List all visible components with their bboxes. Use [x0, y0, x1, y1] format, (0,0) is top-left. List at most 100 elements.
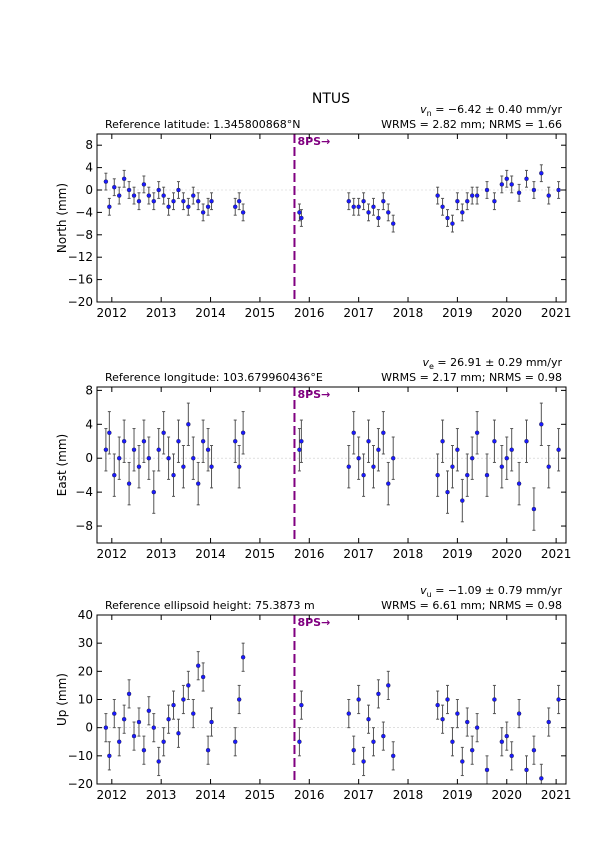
y-axis-label: North (mm) — [55, 183, 69, 253]
data-point — [126, 691, 132, 697]
data-point — [361, 472, 366, 478]
data-point — [381, 430, 386, 435]
data-point — [546, 193, 551, 198]
data-point — [233, 439, 238, 444]
x-tick-label: 2012 — [97, 788, 128, 802]
data-point — [531, 187, 537, 193]
y-tick-label: 0 — [85, 183, 93, 197]
data-point — [209, 198, 214, 204]
data-point — [366, 210, 371, 215]
data-point — [240, 655, 246, 660]
data-point — [141, 439, 147, 444]
y-tick-label: −16 — [68, 273, 93, 287]
data-point — [121, 717, 127, 722]
x-tick-label: 2014 — [195, 547, 226, 561]
data-point — [141, 182, 147, 187]
data-point — [504, 176, 509, 182]
data-point — [556, 447, 561, 452]
data-point — [386, 210, 391, 215]
data-point — [161, 739, 166, 744]
data-point — [435, 472, 440, 478]
data-point — [200, 674, 206, 680]
x-tick-label: 2019 — [442, 306, 473, 320]
velocity-subscript: e — [429, 362, 434, 371]
data-point — [509, 447, 514, 452]
data-point — [484, 187, 490, 193]
data-point — [484, 472, 490, 478]
data-point — [103, 447, 109, 452]
data-point — [136, 719, 142, 725]
data-point — [539, 170, 544, 176]
data-point — [556, 697, 561, 702]
data-point — [455, 711, 460, 716]
data-point — [233, 204, 238, 210]
x-tick-label: 2021 — [541, 306, 572, 320]
data-point — [136, 464, 142, 469]
data-point — [356, 456, 361, 461]
data-point — [516, 711, 522, 716]
x-tick-label: 2018 — [393, 306, 424, 320]
y-axis-label: Up (mm) — [55, 673, 69, 726]
data-point — [103, 179, 109, 184]
plot-frame — [96, 133, 567, 303]
y-tick-label: 40 — [78, 608, 93, 622]
data-point — [107, 204, 112, 210]
data-point — [107, 430, 112, 435]
data-point — [450, 464, 455, 469]
data-point — [146, 193, 152, 198]
data-point — [371, 739, 376, 744]
event-label: 8PS→ — [297, 388, 330, 401]
data-point — [191, 193, 196, 198]
event-label: 8PS→ — [297, 616, 330, 629]
data-point — [492, 198, 497, 204]
data-point — [499, 739, 505, 744]
data-point — [181, 464, 186, 469]
data-point — [126, 187, 132, 193]
data-point — [445, 489, 450, 495]
data-point — [474, 193, 480, 198]
data-point — [186, 204, 191, 210]
data-point — [297, 739, 302, 744]
data-point — [196, 481, 201, 486]
data-point — [112, 711, 117, 716]
data-point — [151, 725, 156, 730]
data-point — [361, 759, 366, 764]
x-tick-label: 2017 — [343, 788, 374, 802]
y-tick-label: 0 — [85, 451, 93, 465]
y-tick-label: −12 — [68, 250, 93, 264]
data-point — [440, 439, 445, 444]
velocity-symbol: v — [420, 584, 427, 597]
data-point — [209, 464, 214, 469]
data-point — [539, 776, 544, 781]
x-tick-label: 2015 — [245, 306, 276, 320]
x-tick-label: 2014 — [195, 788, 226, 802]
stats: WRMS = 2.17 mm; NRMS = 0.98 — [381, 371, 562, 384]
subtitle: Reference latitude: 1.345800868°N — [105, 118, 301, 131]
data-point — [131, 733, 137, 739]
data-point — [161, 430, 166, 435]
data-point — [435, 702, 440, 708]
data-point — [465, 198, 470, 204]
data-point — [450, 221, 455, 226]
data-point — [499, 464, 505, 469]
data-point — [351, 430, 356, 435]
data-point — [440, 717, 445, 722]
velocity-text: = 26.91 ± 0.29 mm/yr — [434, 356, 563, 369]
stats: WRMS = 2.82 mm; NRMS = 1.66 — [381, 118, 562, 131]
data-point — [492, 439, 497, 444]
data-point — [465, 472, 470, 478]
plot-area — [97, 642, 566, 784]
data-point — [492, 697, 497, 702]
data-point — [474, 430, 480, 435]
data-point — [200, 439, 206, 444]
data-point — [391, 753, 396, 759]
velocity: vu = −1.09 ± 0.79 mm/yr — [420, 584, 562, 599]
data-point — [196, 663, 201, 668]
data-point — [524, 439, 529, 444]
data-point — [516, 481, 522, 486]
data-point — [484, 767, 490, 773]
data-point — [299, 702, 304, 708]
stats: WRMS = 6.61 mm; NRMS = 0.98 — [381, 599, 562, 612]
x-tick-label: 2016 — [294, 547, 325, 561]
